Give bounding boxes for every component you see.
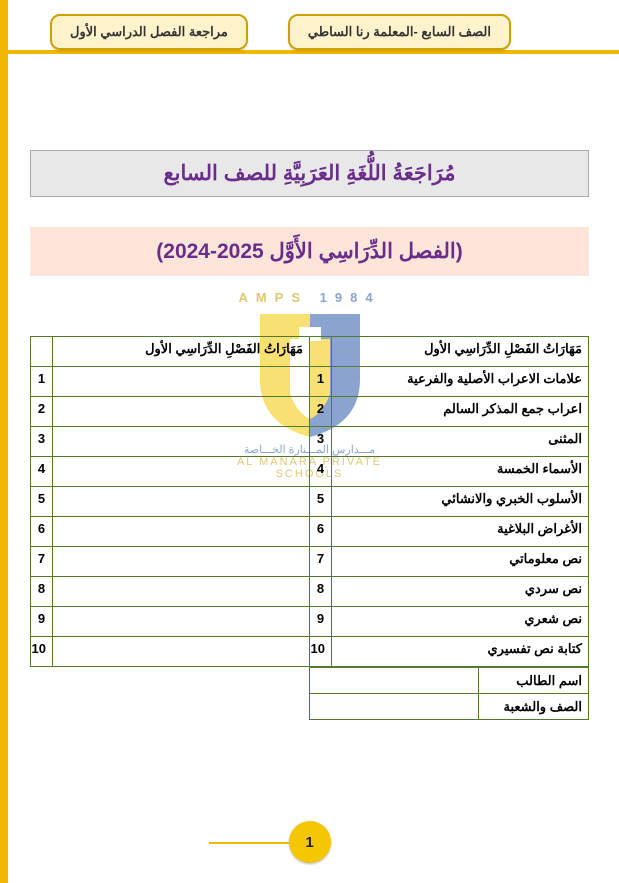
class-section-label: الصف والشعبة [479, 694, 589, 720]
pill-class-teacher: الصف السابع -المعلمة رنا الساطي [288, 14, 511, 50]
student-name-value [310, 668, 479, 694]
table-row: الأغراض البلاغية66 [31, 517, 589, 547]
table-row: اسم الطالب [310, 668, 589, 694]
table-row: الأسماء الخمسة44 [31, 457, 589, 487]
table-row: الصف والشعبة [310, 694, 589, 720]
main-content: مُرَاجَعَةُ اللُّغَةِ العَرَبِيَّةِ للصف… [30, 150, 589, 720]
student-name-label: اسم الطالب [479, 668, 589, 694]
skills-header-right: مَهَارَاتُ الفَصْلِ الدِّرَاسِي الأول [332, 337, 589, 367]
table-row: علامات الاعراب الأصلية والفرعية11 [31, 367, 589, 397]
table-row: نص سردي88 [31, 577, 589, 607]
table-row: كتابة نص تفسيري1010 [31, 637, 589, 667]
logo-letters: AMPS 1984 [210, 290, 410, 305]
skills-num-header-left [31, 337, 53, 367]
pill-review-semester: مراجعة الفصل الدراسي الأول [50, 14, 248, 50]
table-row: اعراب جمع المذكر السالم22 [31, 397, 589, 427]
page-title: مُرَاجَعَةُ اللُّغَةِ العَرَبِيَّةِ للصف… [30, 150, 589, 197]
header-pills: مراجعة الفصل الدراسي الأول الصف السابع -… [50, 14, 589, 50]
skills-tables: مَهَارَاتُ الفَصْلِ الدِّرَاسِي الأول مَ… [30, 336, 589, 720]
skills-table: مَهَارَاتُ الفَصْلِ الدِّرَاسِي الأول مَ… [30, 336, 589, 667]
page-number-badge: 1 [289, 821, 331, 863]
skills-header-left: مَهَارَاتُ الفَصْلِ الدِّرَاسِي الأول [53, 337, 310, 367]
page-border-left [0, 0, 8, 883]
table-row: نص شعري99 [31, 607, 589, 637]
table-row: نص معلوماتي77 [31, 547, 589, 577]
page-border-top [0, 50, 619, 54]
table-row: الأسلوب الخبري والانشائي55 [31, 487, 589, 517]
table-row: المثنى33 [31, 427, 589, 457]
page-subtitle: (الفصل الدِّرَاسِي الأَوَّل 2025-2024) [30, 227, 589, 276]
skills-num-header-right [310, 337, 332, 367]
class-section-value [310, 694, 479, 720]
student-info-table: اسم الطالب الصف والشعبة [309, 667, 589, 720]
